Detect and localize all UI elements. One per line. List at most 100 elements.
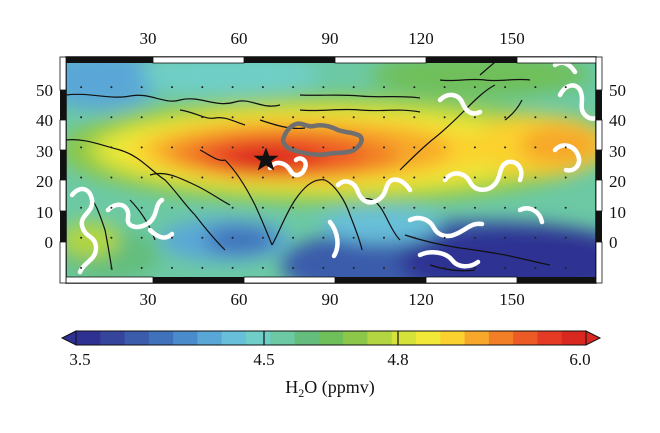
grid-dot [171,176,173,179]
grid-dot [80,206,83,209]
grid-dot [110,116,113,119]
colorbar-cell [76,331,101,345]
frame-bar-left [59,56,67,284]
grid-dot [534,266,537,269]
colorbar-cell [246,331,271,345]
top-lon-labels: 30 60 90 120 150 [140,29,525,48]
grid-dot [140,146,143,149]
grid-dot [322,86,325,89]
grid-dot [80,266,83,269]
grid-dot [413,236,416,239]
grid-dot [171,266,173,269]
grid-dot [473,86,476,89]
grid-dot [261,206,264,209]
grid-dot [292,236,295,239]
grid-dot [564,206,567,209]
grid-dot [473,116,476,119]
colorbar-cell [270,331,296,345]
colorbar-label: 3.5 [69,350,90,369]
grid-dot [140,116,143,119]
grid-dot [231,116,234,119]
grid-dot [261,236,264,239]
colorbar-cells [76,331,587,345]
grid-dot [261,146,264,149]
map-panel: 30 60 90 120 150 30 60 90 120 150 50 40 … [36,29,626,309]
grid-dot [322,146,325,149]
top-lon-label: 60 [231,29,248,48]
grid-dot [261,176,264,179]
colorbar-right-arrow [585,330,602,346]
grid-dot [261,116,264,119]
grid-dot [383,266,385,269]
colorbar-label: 4.8 [387,350,408,369]
grid-dot [473,146,476,149]
frame-bar-bottom [65,276,596,284]
grid-dot [140,206,143,209]
grid-dot [504,116,507,119]
grid-dot [534,176,537,179]
left-lat-label: 0 [45,233,54,252]
bottom-lon-label: 60 [231,290,248,309]
grid-dot [413,206,416,209]
bottom-lon-label: 90 [322,290,339,309]
grid-dot [383,236,385,239]
bottom-lon-labels: 30 60 90 120 150 [140,290,525,309]
grid-dot [352,266,355,269]
grid-dot [504,266,507,269]
grid-dot [201,146,204,149]
grid-dot [413,266,416,269]
left-lat-label: 20 [36,172,53,191]
grid-dot [352,86,355,89]
convection-contours [69,60,596,275]
grid-dot [292,116,295,119]
grid-dot [231,266,234,269]
grid-dot [80,176,83,179]
colorbar-cell [367,331,393,345]
grid-dot [534,116,537,119]
colorbar-cell [343,331,369,345]
grid-dot [322,176,325,179]
grid-dot [383,116,385,119]
grid-dot [564,236,567,239]
grid-dot [352,236,355,239]
colorbar: 3.5 4.5 4.8 6.0 H2O (ppmv) [60,330,602,400]
grid-dot [443,206,446,209]
right-lat-labels: 50 40 30 20 10 0 [609,81,626,252]
colorbar-cell [416,331,441,345]
grid-dot [80,116,83,119]
grid-dot [534,206,537,209]
left-lat-labels: 50 40 30 20 10 0 [36,81,53,252]
right-lat-label: 20 [609,172,626,191]
plateau-outline [280,121,364,158]
grid-dot [171,236,173,239]
grid-dot [292,86,295,89]
grid-dot [322,206,325,209]
grid-dot [534,86,537,89]
grid-dot [140,236,143,239]
grid-dot [504,146,507,149]
colorbar-left-arrow [60,330,77,346]
grid-dot [564,116,567,119]
grid-dot [80,86,83,89]
right-lat-label: 40 [609,111,626,130]
grid-dot [201,116,204,119]
colorbar-label: 6.0 [569,350,590,369]
grid-dot [171,146,173,149]
right-lat-label: 50 [609,81,626,100]
grid-dot [564,176,567,179]
grid-dot [292,206,295,209]
grid-dot [564,266,567,269]
colorbar-cell [537,331,563,345]
grid-dot [473,176,476,179]
grid-dot [261,86,264,89]
grid-dot [443,176,446,179]
grid-dot [443,86,446,89]
grid-dot [473,266,476,269]
top-lon-label: 150 [499,29,525,48]
grid-dot [171,86,173,89]
colorbar-label: 4.5 [253,350,274,369]
frame-bar-right [595,56,603,284]
grid-dot [201,206,204,209]
right-lat-label: 10 [609,203,626,222]
grid-dot [231,236,234,239]
